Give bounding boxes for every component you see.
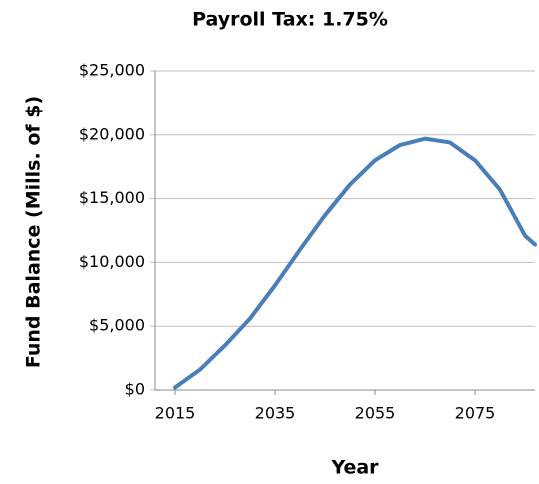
x-tick-label: 2075 bbox=[455, 404, 496, 423]
y-tick-label: $15,000 bbox=[79, 188, 145, 207]
line-series bbox=[173, 136, 537, 390]
x-tick-label: 2035 bbox=[255, 404, 296, 423]
y-tick-label: $0 bbox=[125, 380, 145, 399]
x-tick-label: 2055 bbox=[355, 404, 396, 423]
chart-title: Payroll Tax: 1.75% bbox=[192, 9, 388, 31]
y-tick-label: $25,000 bbox=[79, 61, 145, 80]
x-axis-title: Year bbox=[330, 457, 379, 479]
y-axis-title: Fund Balance (Mills. of $) bbox=[23, 96, 45, 368]
x-tick-label: 2015 bbox=[155, 404, 196, 423]
y-tick-label: $10,000 bbox=[79, 252, 145, 271]
y-tick-label: $5,000 bbox=[89, 316, 145, 335]
y-tick-label: $20,000 bbox=[79, 124, 145, 143]
